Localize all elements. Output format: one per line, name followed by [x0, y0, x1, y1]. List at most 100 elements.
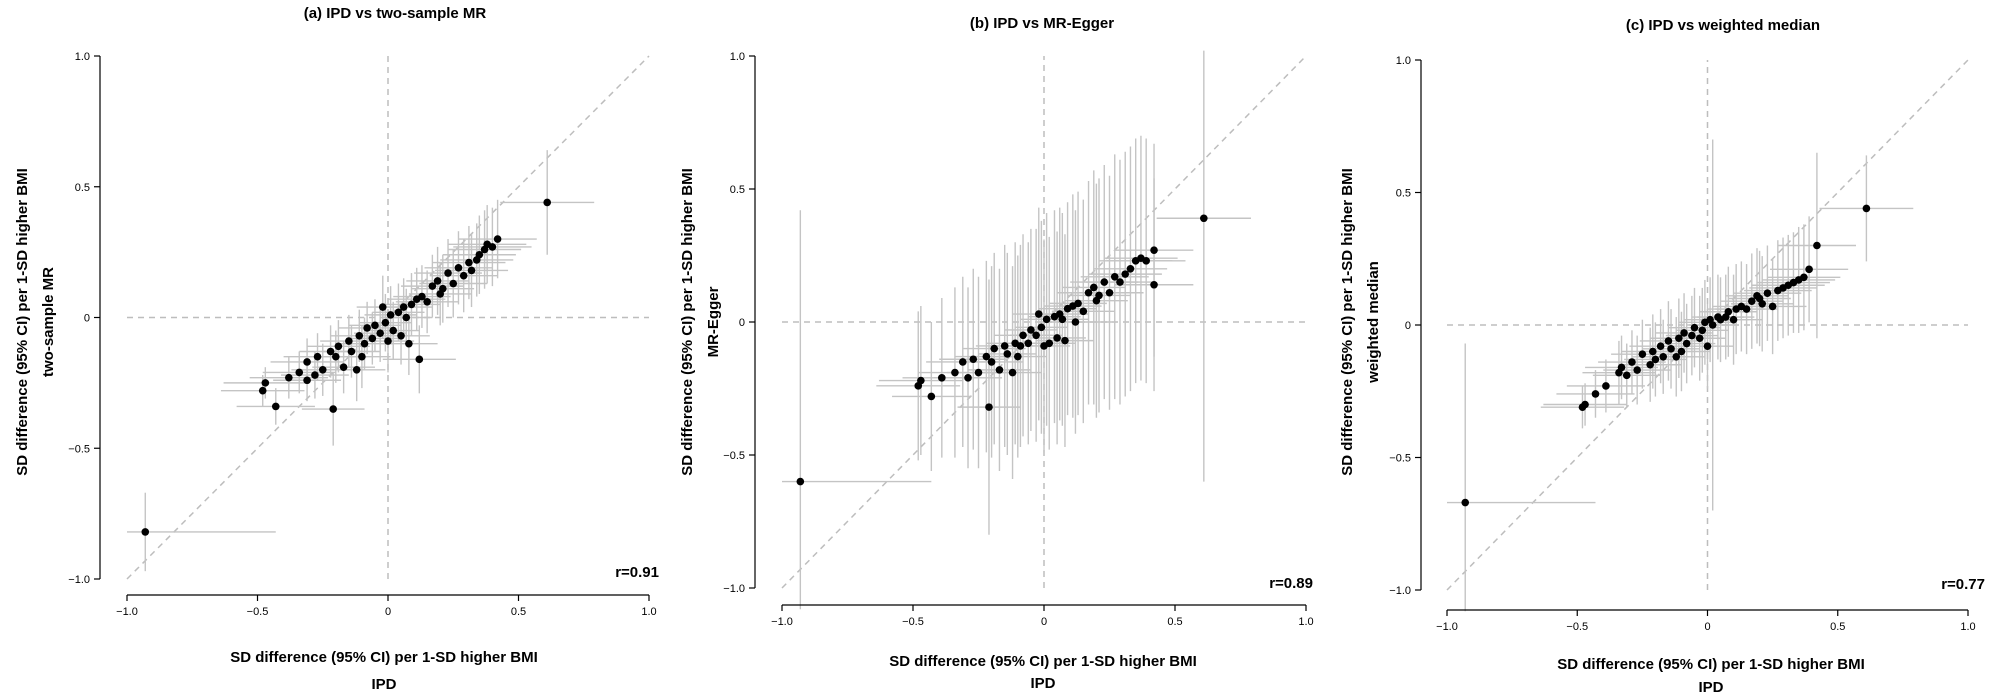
panel-c-point: [1591, 390, 1600, 398]
panel-c-point: [1680, 329, 1688, 337]
panel-c-plot: −1.0 −0.5 0 0.5 1.0 −1.0 −0.5 0 0.5 1.0: [1389, 55, 1975, 633]
panel-a-point: [394, 308, 403, 317]
panel-c-point: [1708, 321, 1717, 329]
panel-c-point: [1698, 326, 1707, 335]
panel-b-point: [1100, 278, 1109, 286]
panel-c-point: [1690, 323, 1699, 332]
panel-b-y-tick-label: −0.5: [723, 450, 745, 462]
panel-c-point: [1672, 353, 1681, 361]
panel-b-point: [951, 368, 959, 377]
panel-b-x-tick-label: 1.0: [1298, 616, 1313, 628]
panel-a-ylabel: SD difference (95% CI) per 1-SD higher B…: [14, 168, 31, 476]
panel-c-point: [1763, 289, 1772, 298]
panel-b-point: [1000, 342, 1009, 350]
panel-c-x-tick-label: 0: [1704, 621, 1710, 633]
panel-c-xlabel2: IPD: [1698, 679, 1723, 696]
panel-c-title: (c) IPD vs weighted median: [1626, 17, 1820, 34]
panel-a-point: [141, 528, 150, 536]
panel-a-point: [433, 277, 442, 285]
panel-a-point: [402, 313, 411, 322]
panel-a-point: [459, 271, 468, 280]
panel-a-point: [311, 371, 319, 379]
panel-b-point: [1034, 310, 1043, 318]
panel-b-point: [982, 352, 991, 361]
panel-b-point: [995, 366, 1004, 374]
panel-b-point: [1084, 288, 1093, 297]
panel-c-point: [1638, 350, 1647, 358]
panel-a-point: [444, 269, 452, 277]
panel-b-point: [1053, 334, 1061, 342]
panel-a-point: [332, 352, 340, 361]
panel-a-point: [363, 324, 371, 332]
panel-a-y-tick-label: −0.5: [68, 443, 90, 455]
panel-a-point: [318, 366, 327, 374]
panel-c-point: [1617, 363, 1626, 372]
panel-c-point: [1648, 347, 1657, 356]
panel-c-point: [1633, 366, 1641, 374]
panel-a-point: [381, 318, 390, 327]
panel-c-y-tick-label: 0.5: [1396, 188, 1411, 200]
panel-b-ylabel2: MR-Egger: [705, 286, 722, 357]
panel-b-y-tick-label: 0: [739, 317, 745, 329]
panel-a-x-tick-label: −0.5: [247, 606, 269, 618]
panel-a-point: [397, 332, 405, 340]
panel-b-point: [1058, 315, 1067, 324]
panel-c-point: [1461, 498, 1470, 507]
panel-c-y-tick-label: −0.5: [1389, 453, 1411, 465]
panel-c-x-tick-label: 0.5: [1830, 621, 1845, 633]
panel-c-point: [1724, 307, 1733, 316]
panel-c-point: [1682, 339, 1691, 348]
panel-a-point: [386, 311, 395, 319]
panel-c-point: [1813, 241, 1821, 250]
panel-b-point: [1092, 296, 1101, 305]
panel-b-point: [969, 355, 978, 364]
panel-c-point: [1602, 382, 1610, 390]
panel-a-point: [454, 264, 463, 272]
panel-b-y-tick-label: 1.0: [730, 51, 745, 63]
panel-a-point: [418, 292, 426, 301]
panel-b-point: [1024, 339, 1033, 348]
panel-c-point: [1862, 204, 1871, 213]
panel-a-point: [295, 368, 304, 377]
panel-a-point: [543, 198, 552, 207]
panel-a-point: [355, 332, 364, 340]
panel-b-title: (b) IPD vs MR-Egger: [970, 15, 1114, 32]
panel-a-point: [339, 363, 348, 371]
panel-c-x-tick-label: 1.0: [1960, 621, 1975, 633]
panel-a-point: [303, 358, 311, 366]
panel-c-point: [1742, 305, 1751, 313]
panel-c-point: [1646, 360, 1654, 369]
panel-b-point: [1014, 352, 1022, 361]
panel-b-point: [796, 477, 805, 486]
panel-c-y-tick-label: 1.0: [1396, 55, 1411, 67]
panel-a-point: [493, 235, 502, 243]
panel-b-point: [1003, 350, 1012, 358]
panel-a-ylabel2: two-sample MR: [40, 267, 57, 377]
panel-a-point: [399, 303, 408, 311]
panel-c-point: [1677, 347, 1686, 356]
panel-a-annotation: r=0.91: [615, 564, 659, 581]
panel-b-point: [1008, 368, 1017, 377]
panel-a-point: [405, 339, 413, 348]
panel-c-point: [1747, 297, 1756, 305]
panel-c-annotation: r=0.77: [1941, 576, 1985, 593]
panel-c-point: [1581, 400, 1589, 409]
panel-a-point: [467, 266, 476, 275]
panel-b-x-tick-label: 0: [1041, 616, 1047, 628]
panel-b-annotation: r=0.89: [1269, 575, 1313, 592]
panel-b-x-tick-label: −0.5: [902, 616, 924, 628]
panel-a-y-tick-label: −1.0: [68, 574, 90, 586]
panel-b-point: [938, 374, 946, 382]
panel-a-point: [371, 321, 379, 330]
panel-c-xlabel: SD difference (95% CI) per 1-SD higher B…: [1557, 656, 1865, 673]
panel-b-point: [1074, 299, 1082, 308]
panel-a-point: [345, 337, 353, 345]
panel-a-point: [258, 386, 267, 395]
panel-a-identity-line: [126, 55, 650, 580]
panel-c-point: [1667, 345, 1675, 353]
panel-b: (b) IPD vs MR-Egger r=0.89 SD difference…: [679, 15, 1313, 692]
panel-a-y-tick-label: 1.0: [75, 51, 90, 63]
panel-b-point: [1150, 246, 1158, 254]
panel-a-point: [368, 334, 377, 343]
